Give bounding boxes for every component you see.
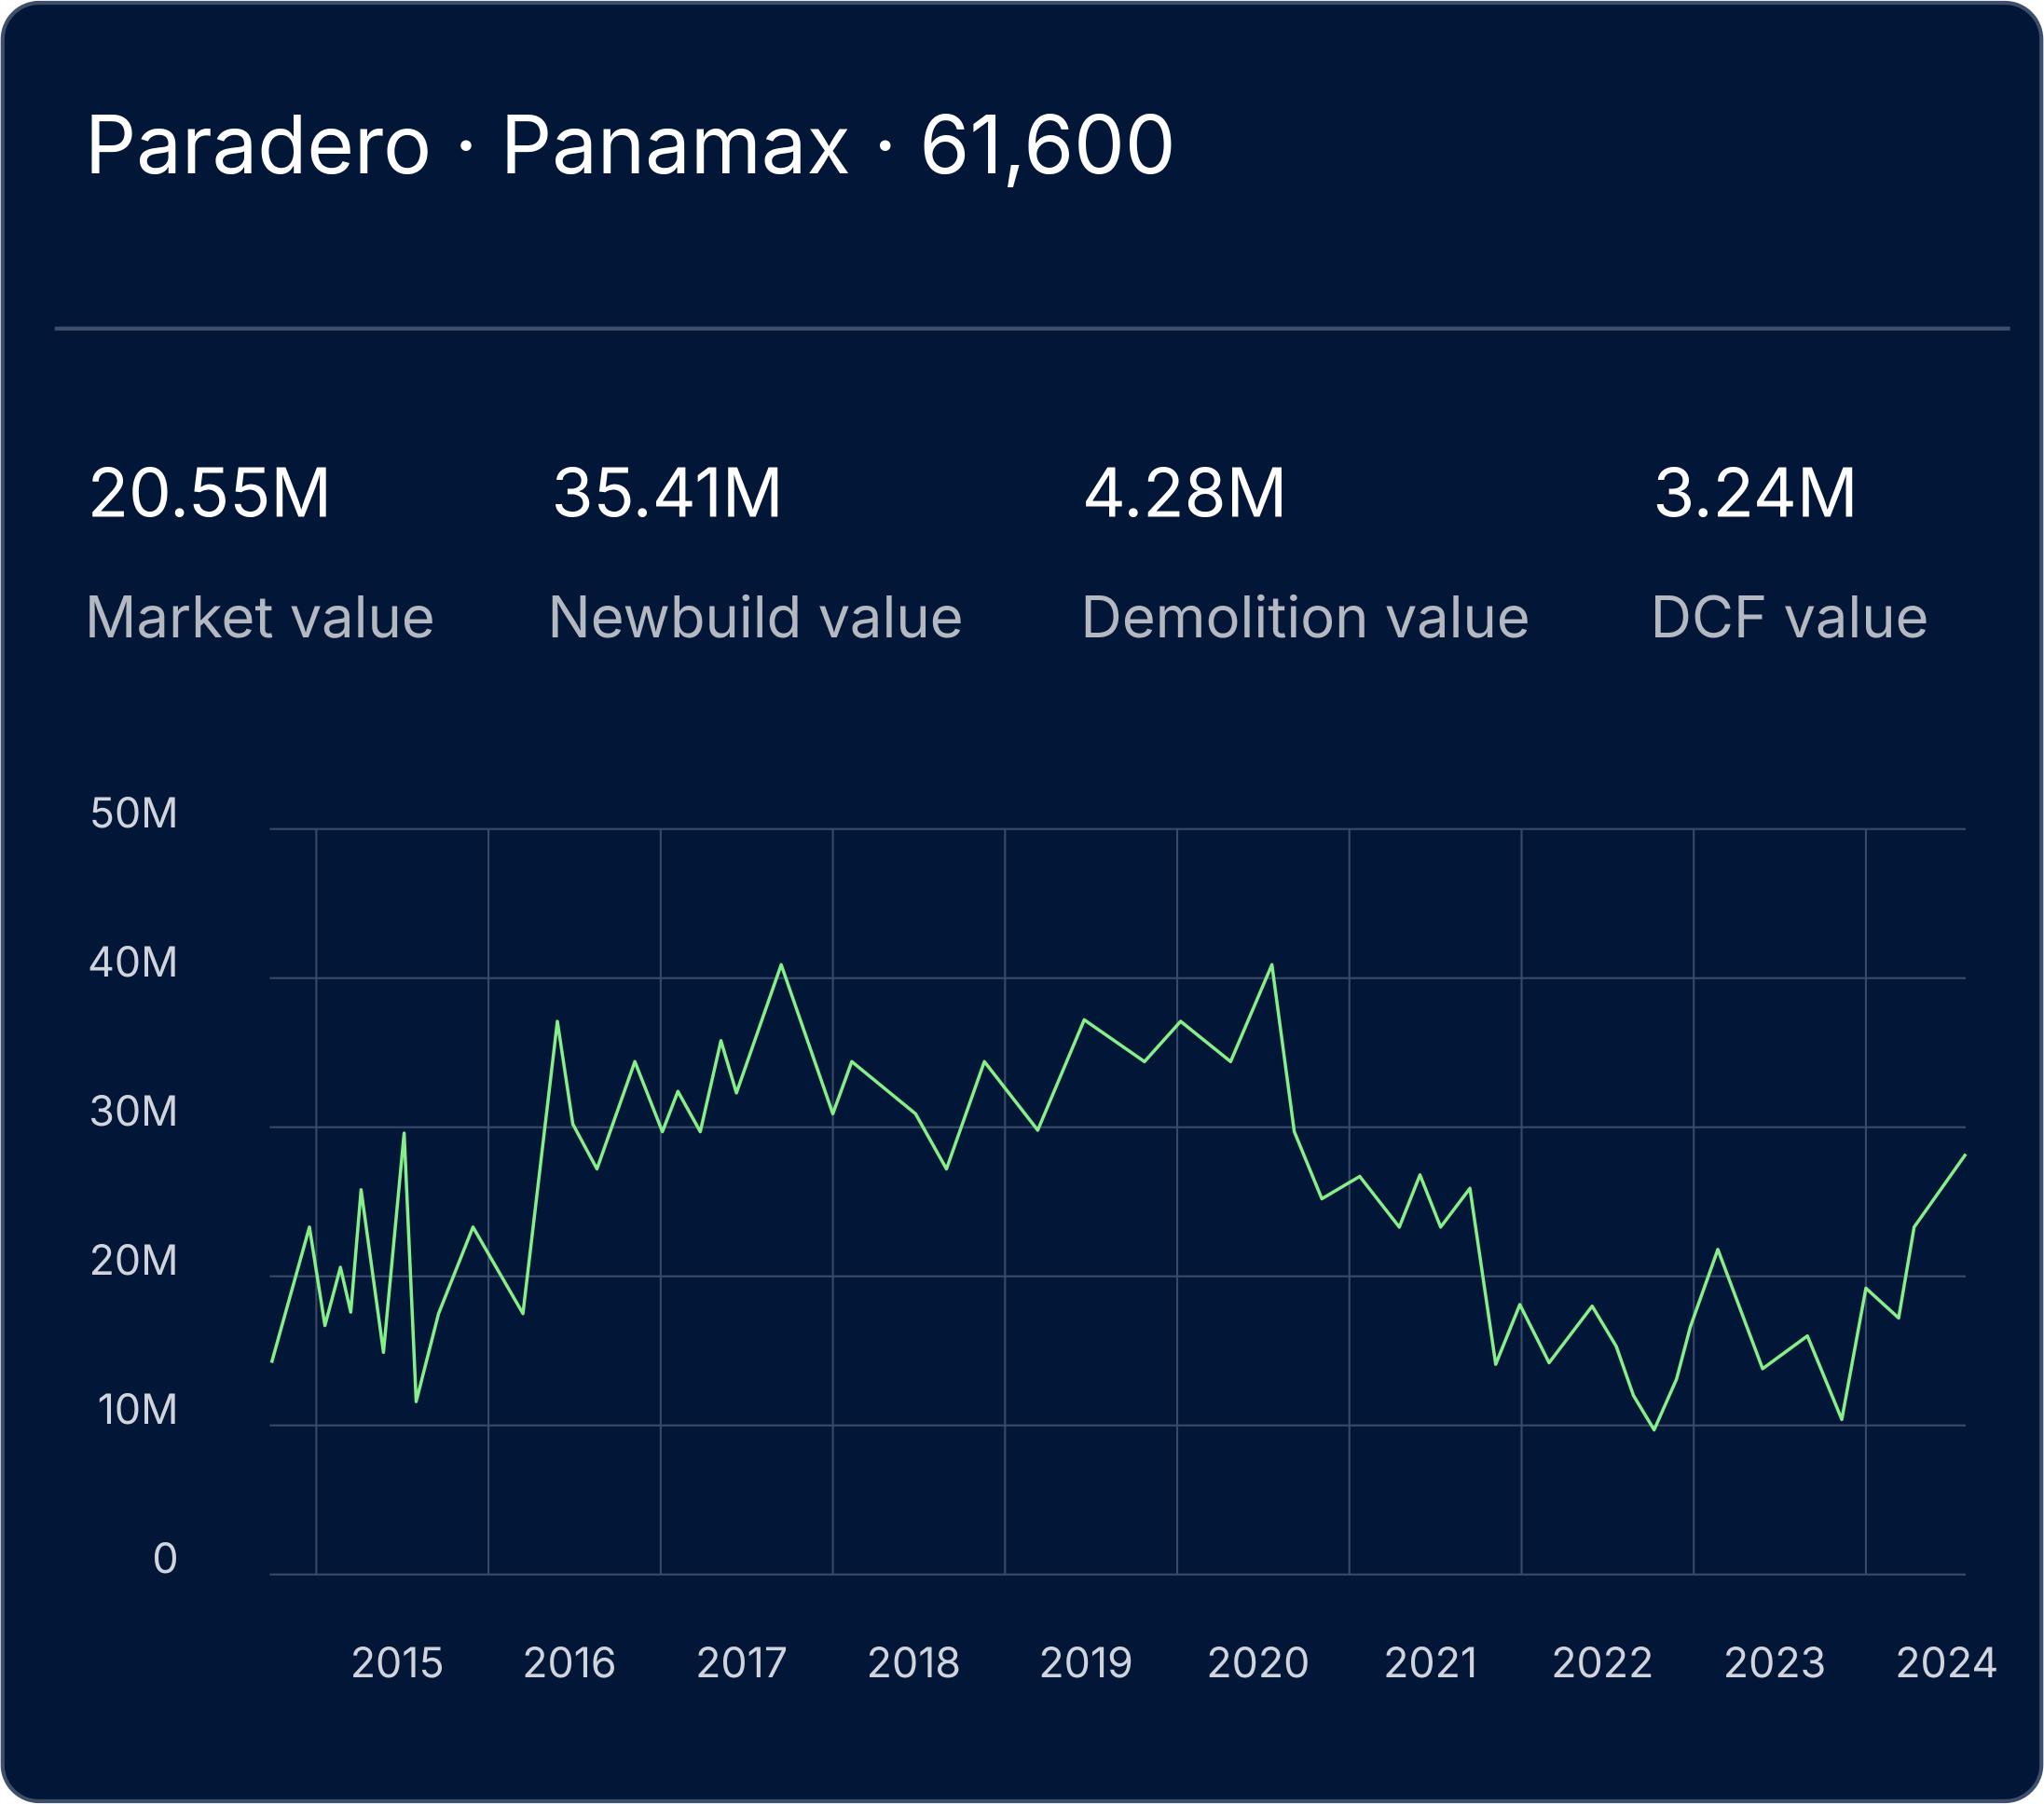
price-line: [269, 963, 1968, 1432]
x-tick-label: 2024: [1895, 1637, 1998, 1688]
stat-label: Market value: [85, 581, 435, 651]
x-tick-label: 2016: [522, 1637, 616, 1688]
y-tick-label: 30M: [89, 1086, 178, 1136]
x-tick-label: 2015: [350, 1637, 445, 1688]
stat-value: 4.28M: [1082, 451, 1288, 533]
stat-value: 20.55M: [88, 451, 332, 533]
y-tick-label: 50M: [89, 787, 179, 838]
y-tick-label: 0: [152, 1533, 178, 1583]
y-tick-label: 10M: [98, 1384, 179, 1434]
x-tick-label: 2019: [1038, 1637, 1132, 1688]
stat-label: Demolition value: [1080, 581, 1530, 651]
y-tick-label: 20M: [89, 1235, 179, 1285]
x-tick-label: 2018: [867, 1637, 961, 1688]
stat-label: DCF value: [1651, 581, 1929, 651]
x-tick-label: 2020: [1206, 1637, 1310, 1688]
x-tick-label: 2021: [1383, 1637, 1477, 1688]
chart: 0 10M 20M 30M 40M 50M 2015 2016 2017 2018 2019 2020…: [88, 787, 1998, 1688]
stat-label: Newbuild value: [547, 581, 963, 651]
x-tick-label: 2022: [1551, 1637, 1653, 1688]
x-tick-label: 2017: [695, 1637, 788, 1688]
stats: 20.55M Market value 35.41M Newbuild valu…: [85, 451, 1929, 651]
stat-value: 35.41M: [552, 451, 784, 533]
card-title: Paradero · Panamax · 61,600: [85, 95, 1176, 193]
y-tick-label: 40M: [88, 936, 179, 987]
x-tick-label: 2023: [1723, 1637, 1826, 1688]
stat-value: 3.24M: [1653, 451, 1858, 533]
